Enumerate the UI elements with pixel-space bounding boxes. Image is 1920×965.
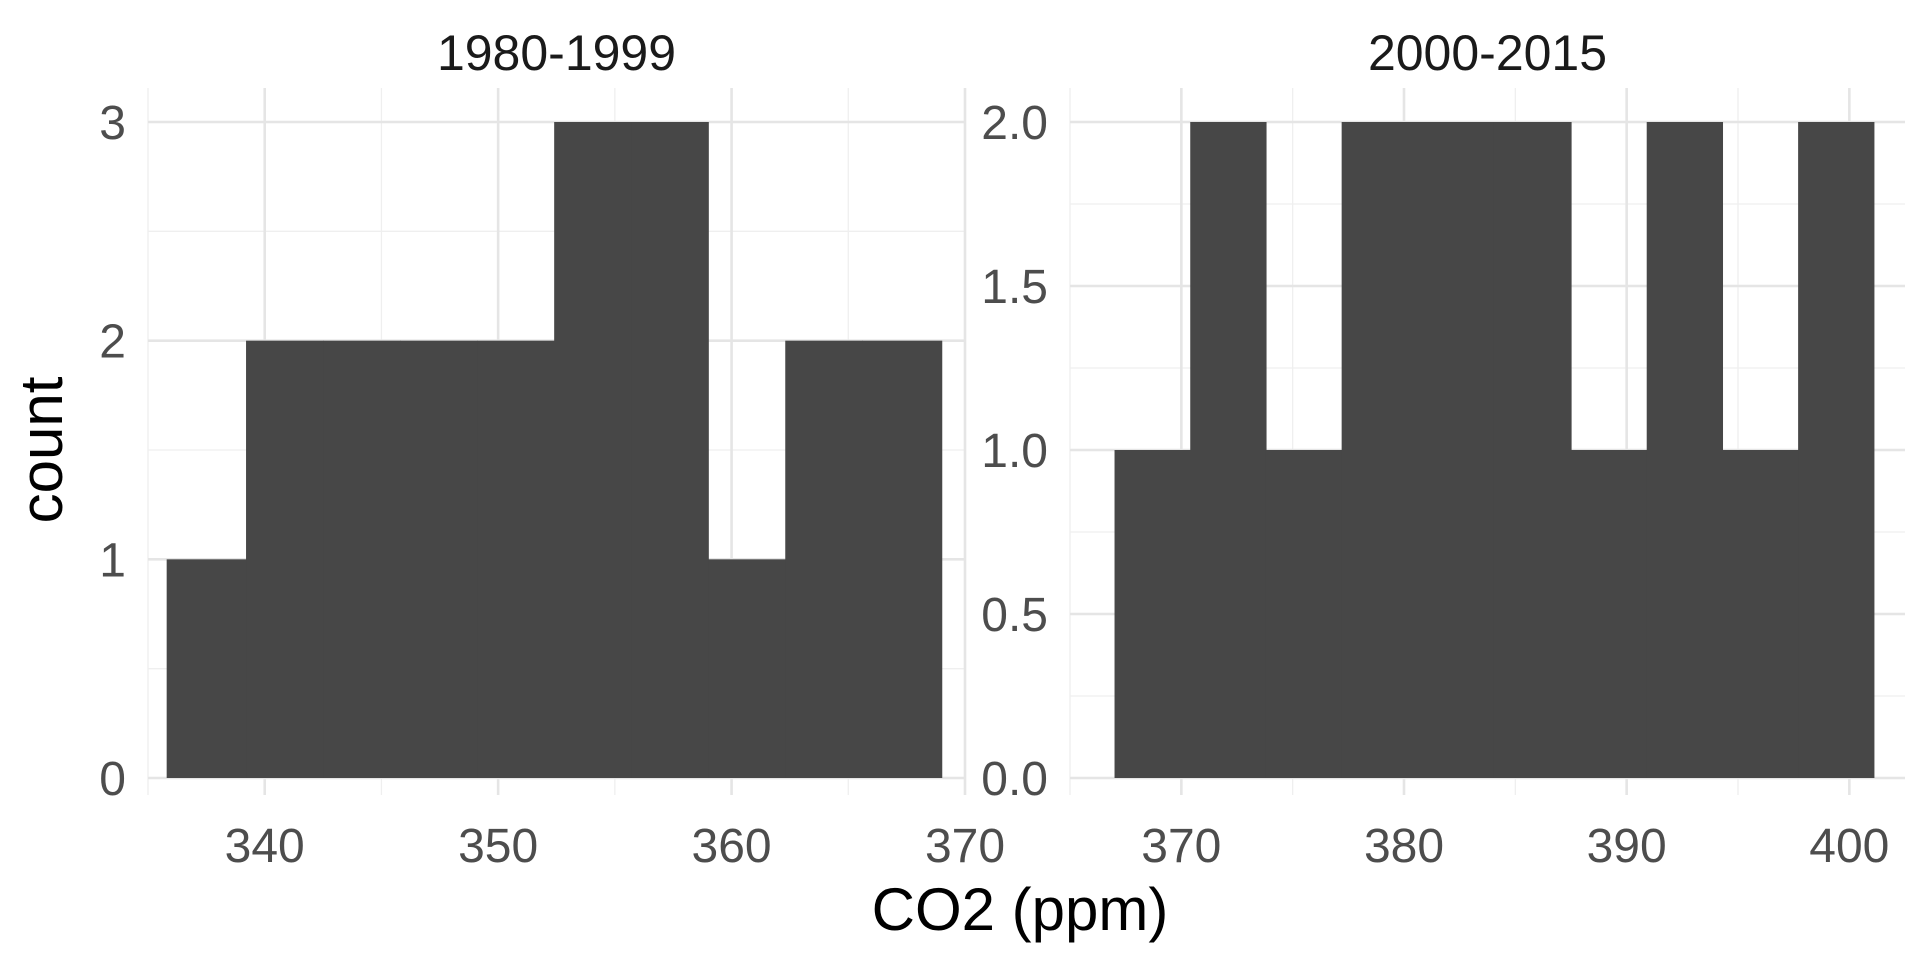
histogram-bar [1265,450,1343,778]
y-tick-label: 3 [99,97,126,150]
y-tick-label: 0.0 [981,753,1048,806]
x-axis-title: CO2 (ppm) [872,876,1169,943]
y-tick-label: 2 [99,316,126,369]
x-tick-label: 380 [1364,820,1444,873]
panel-title: 2000-2015 [1368,25,1607,81]
histogram-bar [554,122,632,778]
y-axis-title: count [8,376,75,523]
histogram-bar [1341,122,1418,778]
histogram-bar [1571,450,1648,778]
x-tick-label: 360 [692,820,772,873]
panel-title: 1980-1999 [437,25,676,81]
y-tick-label: 2.0 [981,97,1048,150]
histogram-bar [862,340,943,778]
x-tick-label: 340 [225,820,305,873]
x-tick-label: 400 [1809,820,1889,873]
x-tick-label: 370 [925,820,1005,873]
histogram-bar [166,559,247,778]
y-tick-label: 0 [99,753,126,806]
panels: 0 1 2 3 340 350 360 370 1980-1999 0.0 0.5 1.0 1.5 2.0… [99,25,1905,873]
x-tick-label: 370 [1141,820,1221,873]
histogram-bar [477,340,555,778]
panel-2: 0.0 0.5 1.0 1.5 2.0 370 380 390 400 2000-2015 [981,25,1905,873]
histogram-bar [1646,122,1724,778]
y-tick-label: 1 [99,534,126,587]
histogram-bar [1798,122,1875,778]
histogram-bar [1722,450,1799,778]
histogram-bar [323,340,401,778]
histogram-bar [400,340,478,778]
panel-1: 0 1 2 3 340 350 360 370 1980-1999 [99,25,1005,873]
histogram-bar [631,122,709,778]
x-tick-label: 350 [458,820,538,873]
histogram-bar [785,340,863,778]
histogram-bar [1493,122,1572,778]
histogram-bar [1114,450,1191,778]
histogram-bar [1417,122,1494,778]
histogram-bar [246,340,324,778]
y-tick-label: 0.5 [981,589,1048,642]
y-tick-label: 1.0 [981,425,1048,478]
histogram-bar [1190,122,1267,778]
x-tick-label: 390 [1587,820,1667,873]
histogram-bar [708,559,786,778]
y-tick-label: 1.5 [981,261,1048,314]
